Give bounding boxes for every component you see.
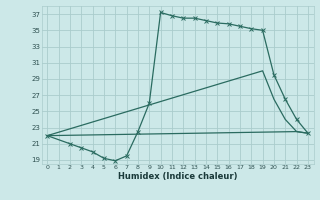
X-axis label: Humidex (Indice chaleur): Humidex (Indice chaleur) <box>118 172 237 181</box>
